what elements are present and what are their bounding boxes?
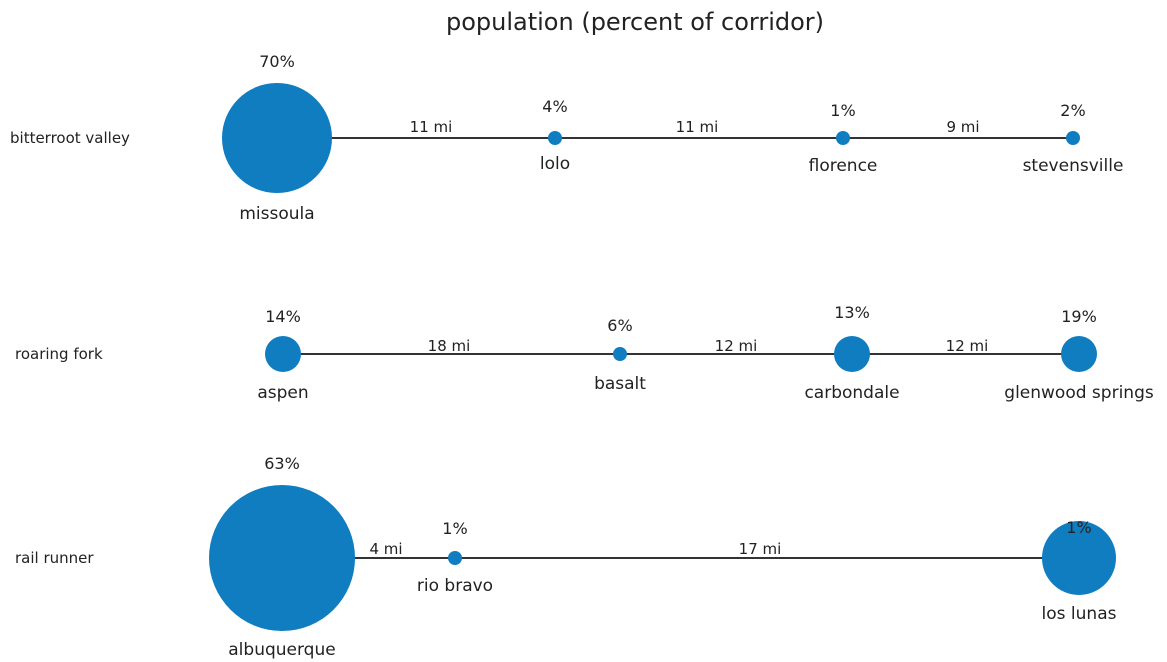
distance-label: 12 mi xyxy=(715,337,758,355)
distance-label: 11 mi xyxy=(676,118,719,136)
percent-label: 2% xyxy=(1060,101,1085,120)
city-label-basalt: basalt xyxy=(594,374,646,394)
diagram-title: population (percent of corridor) xyxy=(446,8,824,36)
percent-label: 63% xyxy=(264,454,300,473)
percent-label: 1% xyxy=(442,519,467,538)
city-label-stevensville: stevensville xyxy=(1023,156,1124,176)
distance-label: 18 mi xyxy=(428,337,471,355)
city-node-los-lunas xyxy=(1042,521,1116,595)
distance-label: 12 mi xyxy=(946,337,989,355)
city-label-glenwood-springs: glenwood springs xyxy=(1004,383,1154,403)
distance-label: 4 mi xyxy=(369,540,402,558)
city-node-glenwood-springs xyxy=(1061,336,1097,372)
percent-label: 13% xyxy=(834,303,870,322)
percent-label: 6% xyxy=(607,316,632,335)
city-label-albuquerque: albuquerque xyxy=(228,640,335,660)
city-label-aspen: aspen xyxy=(257,383,308,403)
percent-label: 4% xyxy=(542,97,567,116)
percent-label: 70% xyxy=(259,52,295,71)
corridor-label-rail-runner: rail runner xyxy=(15,549,94,567)
corridor-label-bitterroot-valley: bitterroot valley xyxy=(10,129,130,147)
distance-label: 17 mi xyxy=(739,540,782,558)
city-node-albuquerque xyxy=(209,485,355,631)
corridor-label-roaring-fork: roaring fork xyxy=(15,345,103,363)
city-node-carbondale xyxy=(834,336,870,372)
city-label-los-lunas: los lunas xyxy=(1042,604,1117,624)
city-label-carbondale: carbondale xyxy=(804,383,899,403)
distance-label: 11 mi xyxy=(410,118,453,136)
city-label-florence: florence xyxy=(809,156,878,176)
city-label-missoula: missoula xyxy=(239,204,314,224)
city-node-florence xyxy=(836,131,850,145)
city-node-missoula xyxy=(222,83,332,193)
percent-label: 19% xyxy=(1061,307,1097,326)
city-label-lolo: lolo xyxy=(540,154,570,174)
city-node-stevensville xyxy=(1066,131,1080,145)
city-node-rio-bravo xyxy=(448,551,462,565)
city-node-basalt xyxy=(613,347,627,361)
city-node-lolo xyxy=(548,131,562,145)
percent-label: 1% xyxy=(1066,518,1091,537)
percent-label: 1% xyxy=(830,101,855,120)
city-node-aspen xyxy=(265,336,301,372)
percent-label: 14% xyxy=(265,307,301,326)
distance-label: 9 mi xyxy=(946,118,979,136)
city-label-rio-bravo: rio bravo xyxy=(417,576,493,596)
